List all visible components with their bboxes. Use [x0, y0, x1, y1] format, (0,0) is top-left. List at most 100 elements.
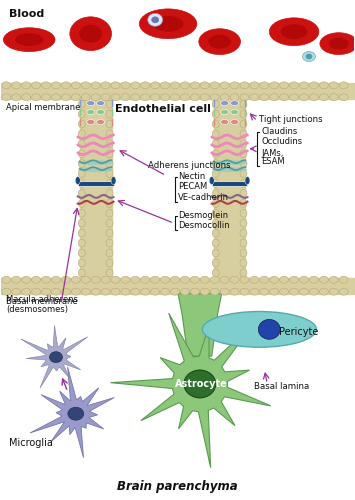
Ellipse shape — [121, 94, 130, 100]
Ellipse shape — [42, 288, 50, 295]
Ellipse shape — [269, 18, 319, 46]
Ellipse shape — [153, 16, 184, 32]
Ellipse shape — [111, 94, 120, 100]
Ellipse shape — [121, 276, 130, 283]
Ellipse shape — [212, 160, 219, 168]
Ellipse shape — [300, 288, 308, 295]
Text: VE-cadherin: VE-cadherin — [178, 194, 229, 202]
Ellipse shape — [200, 276, 209, 283]
Ellipse shape — [212, 167, 247, 172]
Ellipse shape — [212, 150, 219, 158]
Ellipse shape — [51, 82, 60, 89]
Ellipse shape — [131, 82, 140, 89]
Ellipse shape — [81, 82, 90, 89]
Ellipse shape — [280, 276, 289, 283]
Ellipse shape — [240, 100, 247, 108]
Ellipse shape — [212, 259, 219, 267]
Ellipse shape — [230, 288, 239, 295]
Ellipse shape — [141, 94, 150, 100]
Ellipse shape — [91, 94, 100, 100]
Ellipse shape — [180, 276, 190, 283]
Ellipse shape — [329, 94, 338, 100]
Ellipse shape — [106, 100, 113, 108]
Ellipse shape — [300, 276, 308, 283]
Ellipse shape — [240, 276, 249, 283]
FancyBboxPatch shape — [78, 180, 114, 186]
Ellipse shape — [240, 200, 247, 207]
Ellipse shape — [339, 82, 348, 89]
Ellipse shape — [22, 94, 31, 100]
Ellipse shape — [78, 167, 114, 172]
Ellipse shape — [260, 288, 269, 295]
Text: ESAM: ESAM — [261, 156, 285, 166]
Ellipse shape — [78, 239, 85, 247]
Ellipse shape — [160, 288, 170, 295]
Ellipse shape — [148, 14, 163, 26]
Ellipse shape — [221, 120, 229, 124]
Ellipse shape — [240, 239, 247, 247]
Ellipse shape — [240, 160, 247, 168]
Ellipse shape — [300, 94, 308, 100]
Ellipse shape — [106, 249, 113, 257]
Ellipse shape — [329, 38, 349, 50]
Ellipse shape — [212, 239, 219, 247]
Ellipse shape — [87, 120, 95, 124]
Ellipse shape — [240, 288, 249, 295]
Ellipse shape — [320, 276, 328, 283]
Ellipse shape — [106, 140, 113, 148]
Ellipse shape — [97, 110, 105, 114]
Ellipse shape — [12, 94, 21, 100]
Ellipse shape — [121, 82, 130, 89]
Text: Astrocyte: Astrocyte — [175, 379, 228, 389]
Ellipse shape — [260, 94, 269, 100]
Ellipse shape — [240, 180, 247, 188]
Ellipse shape — [42, 276, 50, 283]
Ellipse shape — [212, 120, 219, 128]
Text: Tight junctions: Tight junctions — [260, 114, 323, 124]
Text: Pericyte: Pericyte — [279, 328, 318, 338]
Ellipse shape — [106, 200, 113, 207]
Ellipse shape — [310, 276, 318, 283]
Text: Desmoglein: Desmoglein — [178, 212, 228, 220]
Ellipse shape — [209, 176, 214, 184]
Ellipse shape — [131, 276, 140, 283]
Ellipse shape — [101, 82, 110, 89]
Ellipse shape — [151, 94, 160, 100]
Ellipse shape — [270, 288, 279, 295]
Polygon shape — [30, 367, 114, 458]
Ellipse shape — [32, 276, 40, 283]
Ellipse shape — [250, 276, 259, 283]
Ellipse shape — [106, 219, 113, 227]
Ellipse shape — [78, 190, 85, 198]
Ellipse shape — [310, 82, 318, 89]
Ellipse shape — [4, 28, 55, 52]
Ellipse shape — [61, 276, 70, 283]
Ellipse shape — [78, 180, 85, 188]
Ellipse shape — [329, 288, 338, 295]
Ellipse shape — [270, 276, 279, 283]
Ellipse shape — [199, 28, 240, 54]
Ellipse shape — [160, 276, 170, 283]
Ellipse shape — [212, 160, 247, 165]
Ellipse shape — [240, 210, 247, 218]
Ellipse shape — [212, 200, 219, 207]
Ellipse shape — [200, 82, 209, 89]
Ellipse shape — [151, 276, 160, 283]
Ellipse shape — [78, 150, 85, 158]
Ellipse shape — [221, 100, 229, 105]
Ellipse shape — [208, 34, 231, 48]
Ellipse shape — [180, 82, 190, 89]
Ellipse shape — [240, 259, 247, 267]
Ellipse shape — [106, 130, 113, 138]
Ellipse shape — [106, 170, 113, 177]
Ellipse shape — [240, 140, 247, 148]
Polygon shape — [21, 326, 88, 388]
Ellipse shape — [240, 229, 247, 237]
Ellipse shape — [190, 276, 199, 283]
Ellipse shape — [106, 229, 113, 237]
Ellipse shape — [81, 288, 90, 295]
Ellipse shape — [190, 94, 199, 100]
Ellipse shape — [220, 288, 229, 295]
Ellipse shape — [220, 94, 229, 100]
Ellipse shape — [290, 94, 299, 100]
